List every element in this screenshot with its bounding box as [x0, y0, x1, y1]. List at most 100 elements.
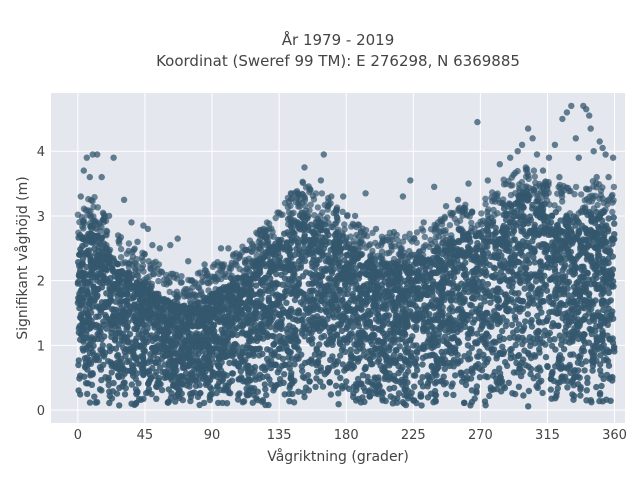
- data-point: [413, 367, 421, 374]
- data-point: [403, 292, 410, 300]
- data-point: [399, 381, 406, 388]
- data-point: [99, 342, 107, 349]
- data-point: [204, 305, 211, 312]
- data-point: [430, 329, 437, 337]
- data-point: [611, 220, 618, 227]
- data-point: [239, 322, 247, 329]
- data-point: [439, 309, 446, 316]
- data-point: [200, 399, 208, 407]
- data-point: [222, 313, 229, 321]
- data-point: [536, 349, 543, 356]
- data-point: [599, 266, 606, 273]
- data-point: [584, 379, 591, 386]
- data-point: [520, 392, 527, 399]
- data-point: [85, 230, 92, 238]
- data-point: [522, 362, 529, 369]
- data-point: [447, 335, 455, 342]
- data-point: [343, 378, 350, 385]
- data-point: [234, 396, 242, 403]
- data-point: [276, 239, 283, 246]
- data-point: [599, 337, 606, 344]
- data-point: [249, 387, 257, 395]
- data-point: [286, 398, 293, 405]
- data-point: [86, 399, 94, 406]
- data-point: [229, 370, 237, 377]
- data-point: [480, 256, 487, 263]
- data-point: [135, 395, 143, 403]
- data-point: [484, 373, 491, 381]
- data-point: [467, 238, 474, 245]
- data-point: [464, 342, 472, 349]
- data-point: [325, 336, 333, 344]
- data-point: [313, 346, 320, 354]
- data-point: [373, 383, 380, 390]
- data-point: [432, 312, 439, 319]
- data-point: [567, 318, 575, 325]
- data-point: [375, 312, 382, 319]
- data-point: [572, 373, 579, 380]
- data-point: [440, 373, 447, 380]
- data-point: [563, 323, 570, 330]
- data-point: [473, 258, 480, 266]
- data-point: [266, 316, 274, 324]
- data-point: [342, 301, 349, 308]
- data-point: [93, 321, 100, 329]
- data-point: [383, 293, 390, 301]
- data-point: [581, 367, 588, 374]
- data-point: [494, 254, 501, 262]
- data-point: [91, 335, 98, 343]
- data-point: [529, 201, 536, 209]
- data-point: [397, 352, 404, 360]
- data-point: [385, 281, 393, 288]
- data-point: [468, 387, 476, 394]
- data-point: [391, 357, 398, 365]
- data-point: [110, 379, 117, 387]
- data-point: [284, 347, 291, 354]
- data-point: [143, 286, 150, 293]
- data-point: [481, 334, 488, 341]
- data-point: [424, 372, 431, 379]
- data-point: [105, 316, 113, 323]
- data-point: [301, 225, 308, 233]
- data-point: [417, 391, 424, 398]
- data-point: [609, 253, 616, 260]
- data-point: [476, 374, 484, 381]
- data-point: [564, 384, 571, 391]
- data-point: [179, 381, 186, 388]
- data-point: [437, 257, 445, 264]
- data-point: [325, 281, 332, 289]
- data-point: [605, 259, 612, 267]
- data-point: [114, 352, 121, 360]
- data-point: [92, 250, 99, 257]
- data-point: [337, 374, 344, 382]
- data-point: [145, 380, 152, 387]
- data-point: [132, 312, 139, 319]
- data-point: [526, 295, 533, 302]
- data-point: [588, 348, 595, 355]
- data-point: [413, 355, 420, 362]
- data-point: [540, 298, 548, 305]
- data-point: [429, 351, 437, 358]
- data-point: [287, 337, 294, 344]
- data-point: [84, 390, 91, 398]
- data-point: [591, 281, 599, 288]
- data-point: [500, 211, 507, 218]
- data-point: [237, 368, 244, 375]
- data-point: [442, 379, 449, 387]
- data-point: [379, 389, 387, 397]
- data-point: [579, 236, 587, 243]
- data-point: [246, 281, 253, 288]
- data-point: [77, 246, 84, 253]
- data-point: [395, 390, 403, 397]
- data-point: [540, 262, 547, 269]
- data-point: [411, 383, 418, 390]
- data-point: [574, 253, 582, 260]
- data-point: [563, 214, 570, 222]
- data-point: [583, 244, 591, 251]
- data-point: [610, 214, 617, 221]
- data-point: [609, 282, 616, 289]
- data-point: [327, 391, 335, 398]
- data-point: [359, 300, 366, 307]
- data-point: [202, 324, 210, 332]
- data-point: [537, 204, 544, 211]
